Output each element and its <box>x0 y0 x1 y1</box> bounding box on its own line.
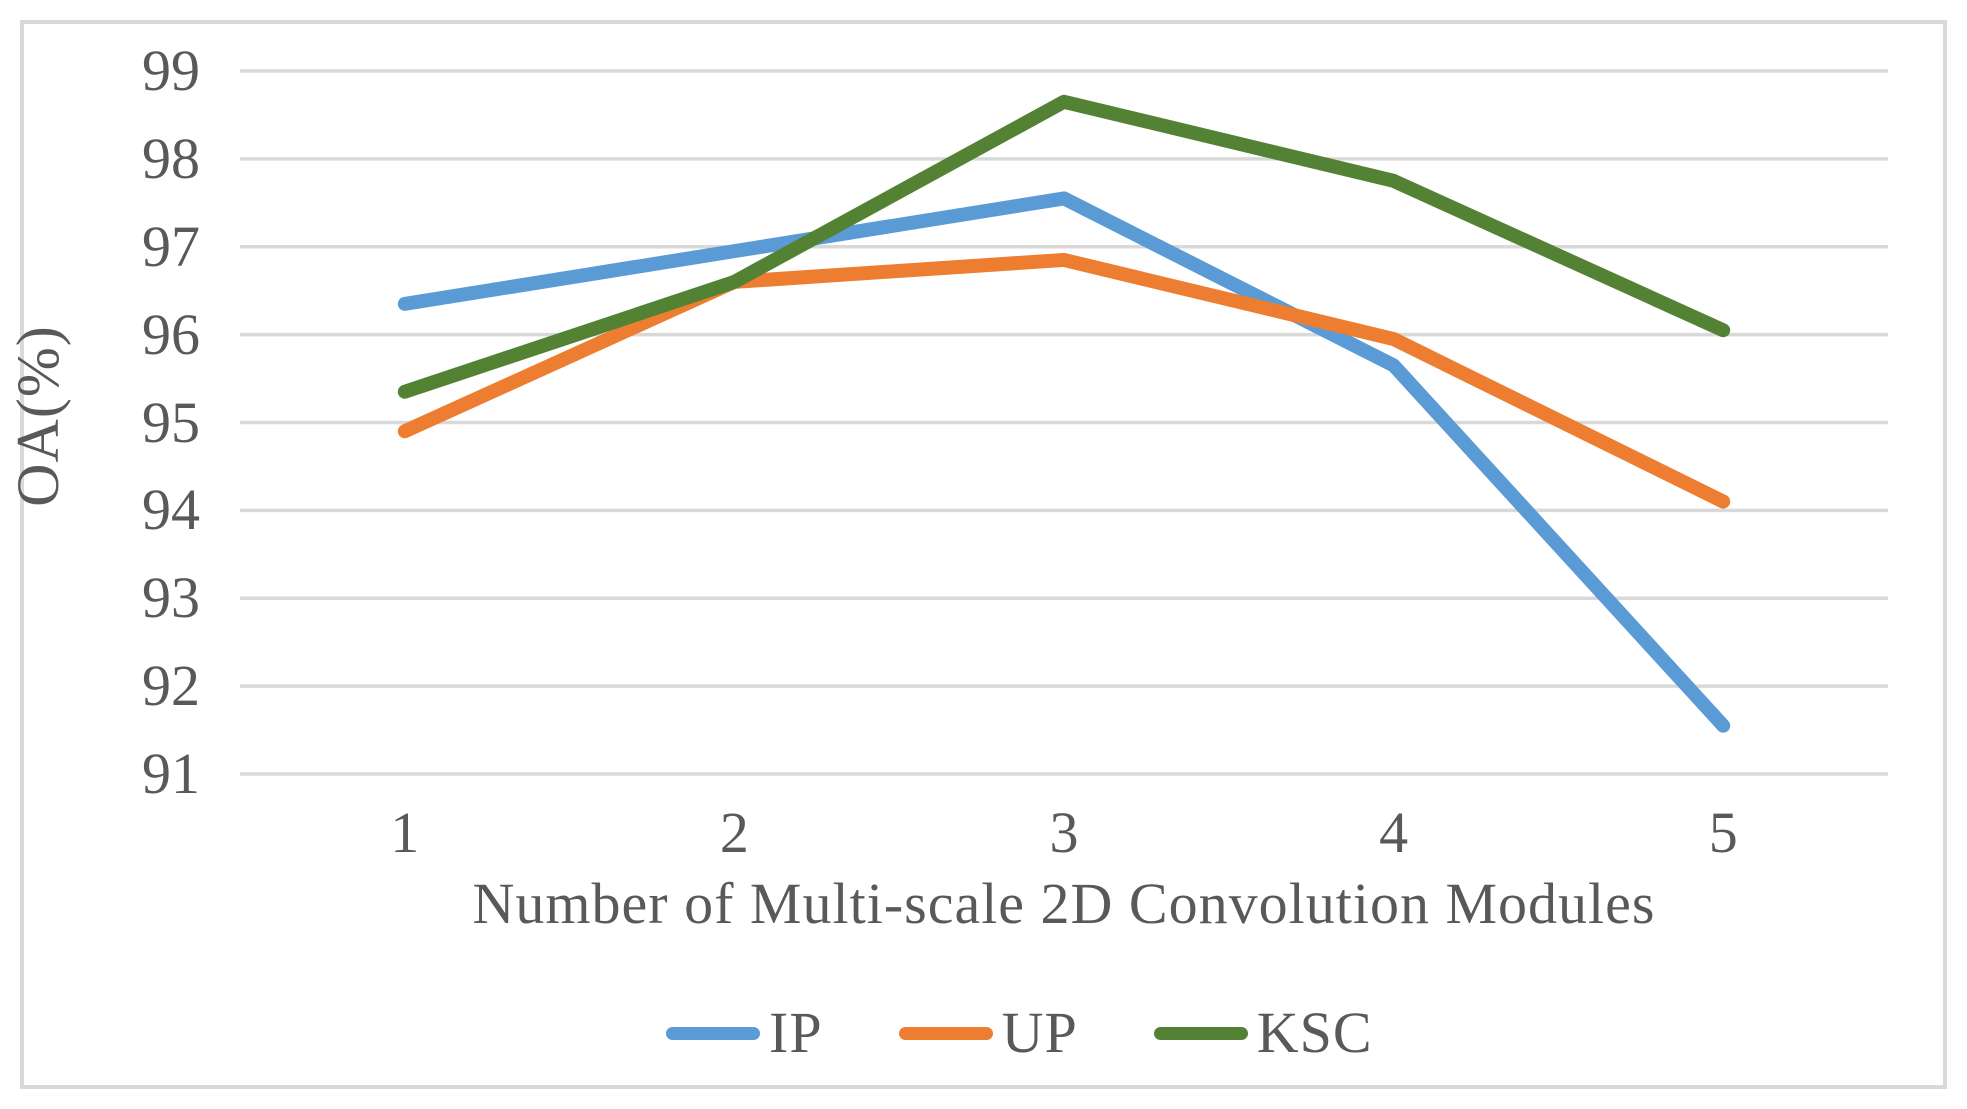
y-axis-title: OA(%) <box>5 325 71 507</box>
legend-label: IP <box>769 1000 823 1065</box>
legend-label: KSC <box>1256 1000 1373 1065</box>
series-line-up <box>397 252 1731 509</box>
y-tick-label: 97 <box>142 213 200 279</box>
legend-line-swatch <box>898 1026 993 1040</box>
x-tick-label: 1 <box>390 800 420 865</box>
legend-item-up: UP <box>898 999 1078 1067</box>
x-tick-label: 4 <box>1379 800 1409 865</box>
y-tick-label: 95 <box>142 389 200 455</box>
chart-frame <box>20 20 1947 1089</box>
series-line-ksc <box>397 94 1731 399</box>
y-tick-label: 91 <box>142 741 200 806</box>
series-line-ip <box>397 191 1731 733</box>
x-tick-label: 5 <box>1708 800 1738 865</box>
x-tick-label: 2 <box>719 800 749 865</box>
legend: IP UP KSC <box>666 999 1373 1067</box>
y-tick-label: 99 <box>142 38 200 103</box>
x-tick-label: 3 <box>1049 800 1079 865</box>
legend-line-swatch <box>1153 1026 1248 1040</box>
legend-item-ksc: KSC <box>1153 999 1373 1067</box>
y-tick-label: 94 <box>142 477 200 543</box>
x-axis-title: Number of Multi-scale 2D Convolution Mod… <box>472 871 1656 936</box>
legend-item-ip: IP <box>666 999 823 1067</box>
y-tick-label: 93 <box>142 565 200 631</box>
y-tick-label: 92 <box>142 653 200 719</box>
legend-label: UP <box>1001 1000 1078 1065</box>
y-tick-label: 98 <box>142 125 200 191</box>
legend-line-swatch <box>666 1026 760 1040</box>
y-tick-label: 96 <box>142 301 200 367</box>
